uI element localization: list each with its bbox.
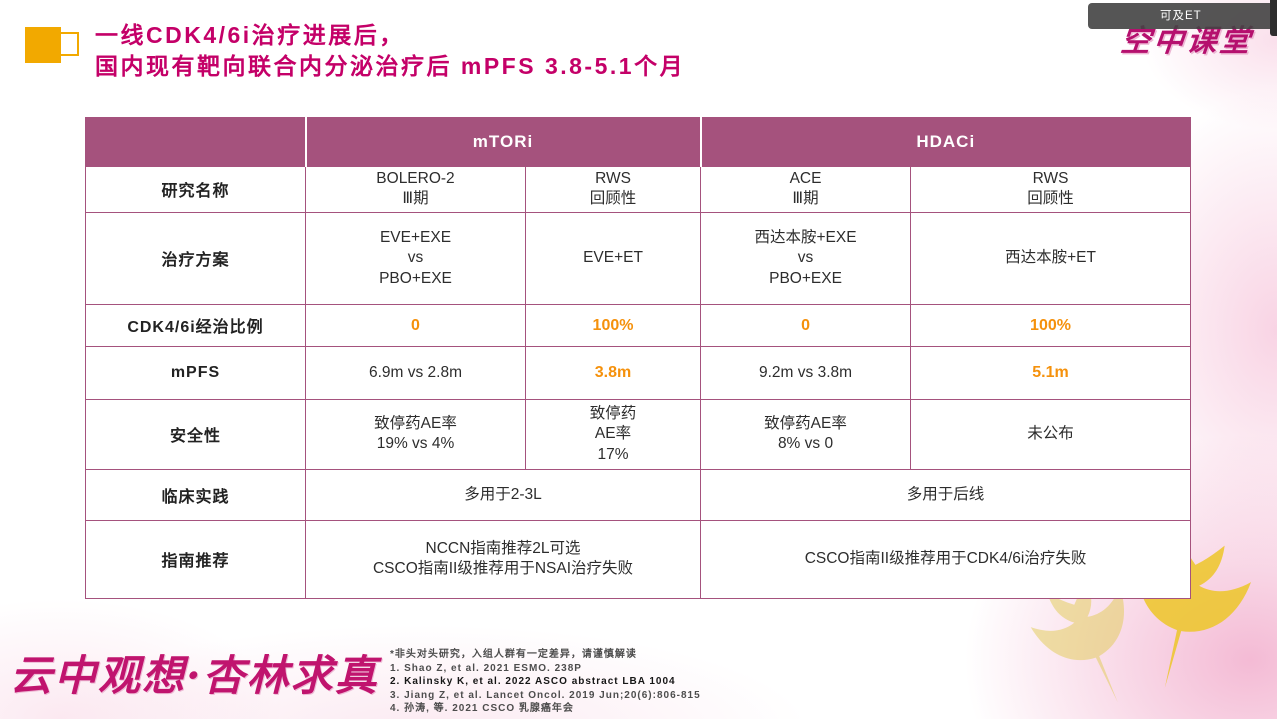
row-label: mPFS	[85, 345, 306, 400]
table-container: mTORi HDACi 研究名称 BOLERO-2 Ⅲ期 RWS 回顾性 ACE Ⅲ期 RW…	[85, 117, 1192, 599]
table-row: 治疗方案 EVE+EXE vs PBO+EXE EVE+ET 西达本胺+EXE vs …	[85, 211, 1192, 305]
row-label: 治疗方案	[85, 211, 306, 305]
title-line-1: 一线CDK4/6i治疗进展后，	[95, 22, 405, 48]
comparison-table: mTORi HDACi 研究名称 BOLERO-2 Ⅲ期 RWS 回顾性 ACE Ⅲ期 RW…	[85, 117, 1192, 599]
reference-item: 2. Kalinsky K, et al. 2022 ASCO abstract…	[390, 676, 676, 687]
table-row: CDK4/6i经治比例 0 100% 0 100%	[85, 303, 1192, 347]
table-header-row: mTORi HDACi	[85, 117, 1192, 167]
table-cell: 6.9m vs 2.8m	[305, 345, 526, 400]
table-cell: 3.8m	[524, 345, 702, 400]
table-cell: 多用于后线	[700, 468, 1192, 521]
table-cell: 致停药AE率 19% vs 4%	[305, 398, 526, 470]
ginkgo-leaf-icon	[1030, 576, 1124, 703]
slogan: 云中观想·杏林求真	[10, 651, 379, 700]
table-cell: RWS 回顾性	[910, 166, 1192, 213]
table-row: 安全性 致停药AE率 19% vs 4% 致停药 AE率 17% 致停药AE率 8% …	[85, 398, 1192, 470]
table-group-header: HDACi	[699, 117, 1192, 167]
table-cell: CSCO指南II级推荐用于CDK4/6i治疗失败	[700, 519, 1192, 599]
reference-item: 4. 孙涛, 等. 2021 CSCO 乳腺癌年会	[390, 703, 574, 714]
row-label: 安全性	[85, 398, 306, 470]
row-label: 临床实践	[85, 468, 306, 521]
table-row: 指南推荐 NCCN指南推荐2L可选 CSCO指南II级推荐用于NSAI治疗失败 CS…	[85, 519, 1192, 599]
ginkgo-leaf-icon	[1137, 534, 1252, 689]
table-cell: 100%	[910, 303, 1192, 347]
table-cell: 0	[305, 303, 526, 347]
table-cell: 西达本胺+ET	[910, 211, 1192, 305]
title-line-2: 国内现有靶向联合内分泌治疗后 mPFS 3.8-5.1个月	[95, 53, 686, 79]
page-title: 一线CDK4/6i治疗进展后， 国内现有靶向联合内分泌治疗后 mPFS 3.8-…	[95, 20, 685, 82]
row-label: CDK4/6i经治比例	[85, 303, 306, 347]
footnotes: *非头对头研究，入组人群有一定差异，请谨慎解读 1. Shao Z, et al…	[390, 648, 1030, 716]
table-group-header: mTORi	[304, 117, 702, 167]
scrollbar-thumb[interactable]	[1270, 0, 1277, 36]
reference-list: 1. Shao Z, et al. 2021 ESMO. 238P 2. Kali…	[390, 662, 1030, 716]
table-cell: RWS 回顾性	[524, 166, 702, 213]
row-label: 指南推荐	[85, 519, 306, 599]
reference-item: 3. Jiang Z, et al. Lancet Oncol. 2019 Ju…	[390, 689, 701, 701]
table-cell: 致停药 AE率 17%	[524, 398, 702, 470]
overlay-toolbar-label: 可及ET	[1160, 10, 1202, 22]
reference-item: 1. Shao Z, et al. 2021 ESMO. 238P	[390, 662, 582, 674]
overlay-toolbar[interactable]: 可及ET	[1088, 3, 1277, 29]
title-accent-square-outline	[55, 32, 79, 56]
table-cell: 5.1m	[910, 345, 1192, 400]
table-cell: 100%	[524, 303, 702, 347]
table-corner-cell	[85, 117, 306, 167]
table-cell: EVE+ET	[524, 211, 702, 305]
table-cell: NCCN指南推荐2L可选 CSCO指南II级推荐用于NSAI治疗失败	[304, 519, 702, 599]
table-row: mPFS 6.9m vs 2.8m 3.8m 9.2m vs 3.8m 5.1m	[85, 345, 1192, 400]
disclaimer: *非头对头研究，入组人群有一定差异，请谨慎解读	[390, 649, 637, 660]
table-cell: 多用于2-3L	[304, 468, 702, 521]
table-row: 研究名称 BOLERO-2 Ⅲ期 RWS 回顾性 ACE Ⅲ期 RWS 回顾性	[85, 166, 1192, 213]
table-cell: 致停药AE率 8% vs 0	[700, 398, 912, 470]
table-cell: 9.2m vs 3.8m	[700, 345, 912, 400]
table-cell: 西达本胺+EXE vs PBO+EXE	[700, 211, 912, 305]
table-cell: ACE Ⅲ期	[700, 166, 912, 213]
table-cell: 未公布	[910, 398, 1192, 470]
table-cell: EVE+EXE vs PBO+EXE	[305, 211, 526, 305]
row-label: 研究名称	[85, 166, 306, 213]
table-cell: 0	[700, 303, 912, 347]
table-cell: BOLERO-2 Ⅲ期	[305, 166, 526, 213]
table-row: 临床实践 多用于2-3L 多用于后线	[85, 468, 1192, 521]
